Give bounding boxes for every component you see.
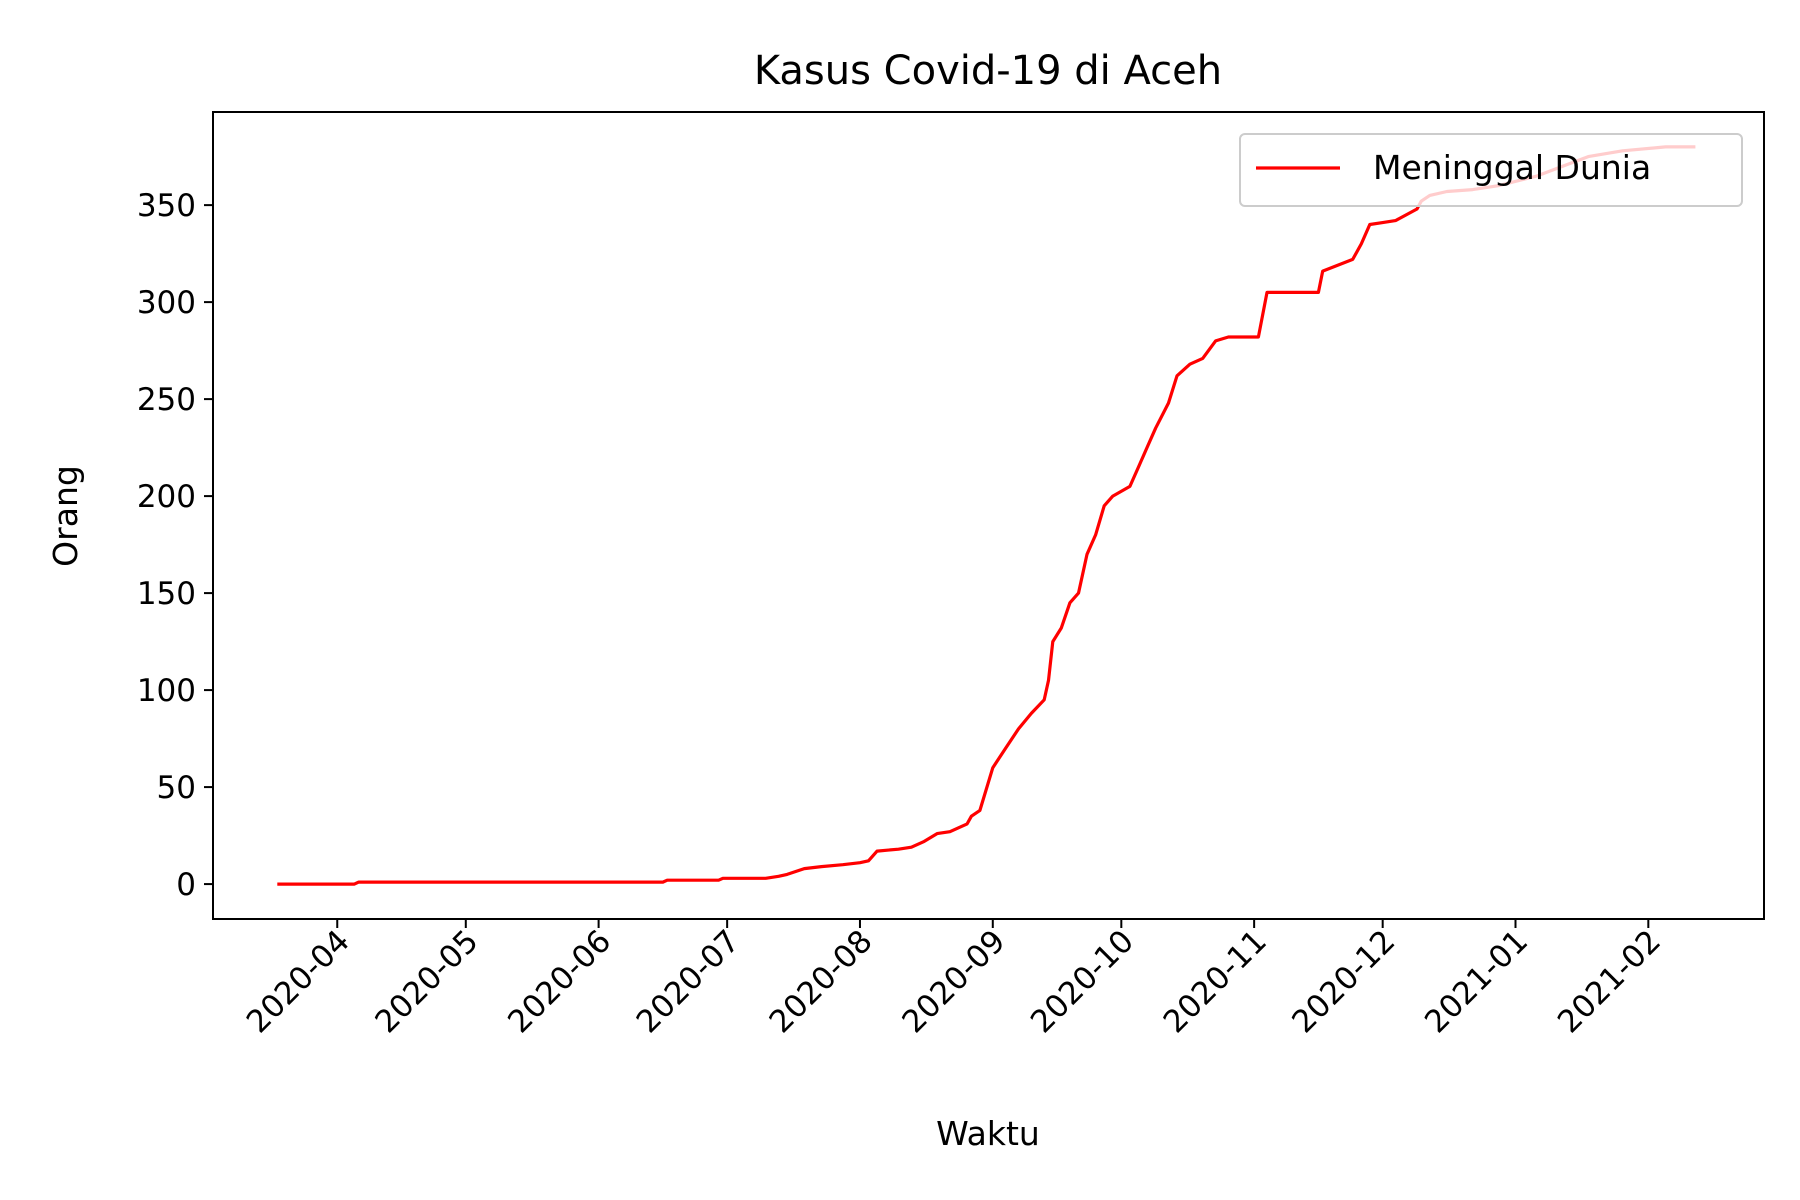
- series-line-meninggal-dunia: [277, 145, 1696, 886]
- x-tick-label: 2020-07: [630, 923, 747, 1040]
- x-tick-label: 2020-12: [1285, 923, 1402, 1040]
- y-tick-label: 100: [137, 673, 196, 709]
- legend-box: [1239, 133, 1743, 207]
- x-tick-label: 2021-02: [1551, 923, 1668, 1040]
- y-axis-label: Orang: [46, 465, 85, 567]
- x-tick-label: 2020-06: [501, 923, 618, 1040]
- y-tick-label: 350: [137, 188, 196, 224]
- y-tick-label: 50: [157, 770, 196, 806]
- y-tick-label: 250: [137, 382, 196, 418]
- legend: Meninggal Dunia: [1239, 133, 1743, 207]
- y-tick-label: 0: [176, 867, 196, 903]
- y-tick-label: 150: [137, 576, 196, 612]
- x-axis-label: Waktu: [936, 1114, 1040, 1153]
- x-tick-label: 2020-10: [1024, 923, 1141, 1040]
- x-tick-label: 2020-09: [895, 923, 1012, 1040]
- legend-label: Meninggal Dunia: [1373, 148, 1651, 187]
- chart-title: Kasus Covid-19 di Aceh: [754, 48, 1222, 94]
- x-tick-label: 2020-05: [368, 923, 485, 1040]
- y-tick-label: 200: [137, 479, 196, 515]
- x-tick-label: 2021-01: [1418, 923, 1535, 1040]
- y-tick-label: 300: [137, 285, 196, 321]
- x-tick-label: 2020-04: [240, 923, 357, 1040]
- x-tick-label: 2020-08: [763, 923, 880, 1040]
- plot-frame: [212, 111, 1765, 920]
- x-tick-label: 2020-11: [1157, 923, 1274, 1040]
